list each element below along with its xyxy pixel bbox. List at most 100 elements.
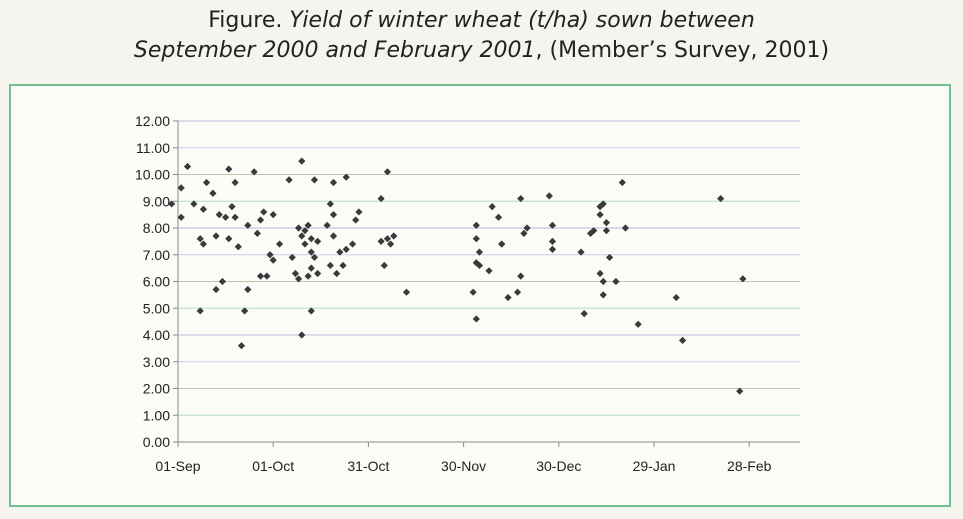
data-point bbox=[253, 229, 261, 237]
data-point bbox=[523, 224, 531, 232]
y-tick-label: 9.00 bbox=[143, 193, 170, 209]
data-point bbox=[348, 240, 357, 248]
data-point bbox=[390, 232, 398, 240]
data-point bbox=[177, 213, 185, 221]
data-point bbox=[494, 213, 503, 221]
data-point bbox=[612, 277, 620, 286]
x-tick-label: 30-Nov bbox=[441, 458, 486, 474]
data-point bbox=[222, 213, 230, 221]
data-point bbox=[177, 184, 185, 192]
data-point bbox=[342, 173, 350, 181]
data-point bbox=[472, 315, 480, 323]
data-point bbox=[288, 253, 296, 262]
data-point bbox=[307, 307, 315, 315]
data-point bbox=[678, 336, 687, 344]
data-point bbox=[599, 291, 607, 299]
data-point bbox=[475, 261, 484, 270]
data-point bbox=[323, 221, 331, 229]
data-point bbox=[196, 307, 204, 315]
x-tick-label: 01-Sep bbox=[155, 458, 200, 474]
data-point bbox=[298, 331, 306, 339]
data-point bbox=[234, 243, 242, 251]
data-point bbox=[590, 227, 598, 235]
data-point bbox=[304, 221, 312, 229]
data-point bbox=[352, 216, 360, 224]
data-point bbox=[333, 269, 341, 278]
data-point bbox=[209, 189, 217, 197]
data-point bbox=[326, 200, 334, 208]
data-point bbox=[269, 211, 277, 219]
data-point bbox=[469, 288, 477, 296]
data-point bbox=[545, 192, 553, 200]
y-axis-ticks: 0.00 1.00 2.00 3.00 4.00 5.00 6.00 7.00 8.00 9.00… bbox=[135, 113, 178, 450]
data-point bbox=[212, 232, 220, 240]
data-point bbox=[599, 277, 607, 286]
data-point bbox=[472, 259, 480, 267]
data-point bbox=[517, 194, 525, 203]
data-point bbox=[621, 224, 630, 232]
data-point bbox=[237, 342, 246, 350]
data-point bbox=[602, 227, 611, 235]
data-point bbox=[307, 235, 315, 243]
data-point bbox=[548, 245, 557, 253]
data-point bbox=[218, 277, 227, 286]
data-point bbox=[291, 269, 300, 278]
data-point bbox=[736, 387, 744, 395]
data-point bbox=[310, 176, 319, 184]
data-point bbox=[225, 235, 233, 243]
data-point bbox=[513, 288, 522, 296]
data-point bbox=[329, 178, 338, 187]
data-point bbox=[231, 178, 239, 187]
data-point bbox=[285, 176, 293, 184]
data-point bbox=[260, 208, 268, 216]
data-point bbox=[377, 237, 385, 245]
data-point bbox=[275, 240, 284, 248]
data-point bbox=[596, 269, 604, 278]
y-tick-label: 4.00 bbox=[143, 327, 170, 343]
data-point bbox=[301, 240, 309, 248]
data-point bbox=[307, 264, 315, 272]
y-tick-label: 0.00 bbox=[143, 434, 170, 450]
data-point bbox=[602, 219, 611, 227]
title-line2-rest: , (Member’s Survey, 2001) bbox=[535, 38, 830, 63]
data-point bbox=[266, 251, 274, 259]
chart-frame: 0.00 1.00 2.00 3.00 4.00 5.00 6.00 7.00 8.00 9.00… bbox=[9, 84, 951, 507]
data-point bbox=[304, 272, 312, 280]
data-point bbox=[168, 200, 176, 208]
title-italic-line2: September 2000 and February 2001 bbox=[133, 38, 536, 63]
data-point bbox=[596, 211, 604, 219]
data-point bbox=[215, 211, 223, 219]
data-point bbox=[294, 224, 303, 232]
data-points bbox=[168, 157, 747, 395]
y-tick-label: 3.00 bbox=[143, 354, 170, 370]
data-point bbox=[383, 235, 392, 243]
data-point bbox=[314, 269, 322, 278]
data-point bbox=[577, 248, 585, 256]
data-point bbox=[475, 248, 484, 256]
data-point bbox=[263, 272, 271, 280]
data-point bbox=[244, 285, 252, 294]
data-point bbox=[672, 293, 680, 302]
y-tick-label: 10.00 bbox=[135, 167, 170, 183]
data-point bbox=[196, 235, 204, 243]
data-point bbox=[225, 165, 233, 173]
y-tick-label: 7.00 bbox=[143, 247, 170, 263]
data-point bbox=[231, 213, 239, 221]
data-point bbox=[307, 248, 315, 256]
x-axis-ticks: 01-Sep 01-Oct 31-Oct 30-Nov 30-Dec 29-Jan 28-F… bbox=[155, 442, 772, 474]
data-point bbox=[199, 205, 207, 213]
title-italic-line1: Yield of winter wheat (t/ha) sown betwee… bbox=[289, 8, 755, 33]
data-point bbox=[329, 211, 338, 219]
data-point bbox=[298, 232, 306, 240]
data-point bbox=[717, 194, 725, 203]
data-point bbox=[402, 288, 411, 296]
data-point bbox=[520, 229, 528, 237]
y-tick-label: 5.00 bbox=[143, 300, 170, 316]
data-point bbox=[212, 285, 220, 294]
y-tick-label: 11.00 bbox=[136, 140, 170, 156]
data-point bbox=[190, 200, 198, 208]
data-point bbox=[294, 275, 303, 283]
gridlines bbox=[178, 120, 800, 416]
data-point bbox=[256, 272, 265, 280]
data-point bbox=[355, 208, 363, 216]
